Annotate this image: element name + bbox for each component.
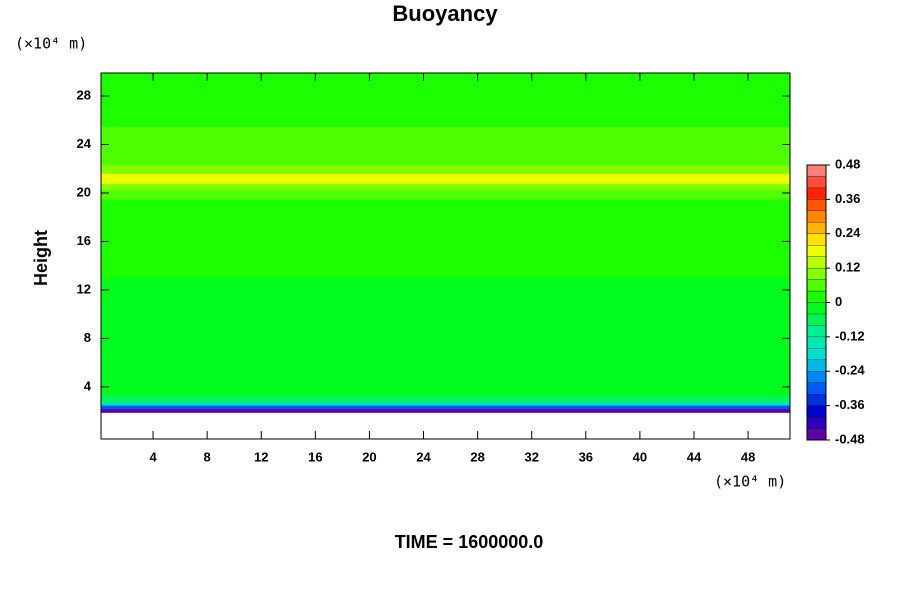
colorbar-step — [806, 405, 827, 418]
colorbar-step — [806, 348, 827, 360]
colorbar-tick-label: 0.36 — [835, 191, 860, 206]
colorbar-tick-label: -0.12 — [835, 328, 865, 343]
heat-band — [101, 199, 790, 279]
colorbar-step — [806, 176, 827, 189]
x-tick-label: 4 — [149, 449, 157, 464]
x-tick-label: 36 — [579, 449, 593, 464]
y-tick-label: 20 — [77, 184, 91, 199]
heat-band — [101, 183, 790, 190]
colorbar-step — [806, 164, 827, 177]
heat-band — [101, 73, 790, 127]
y-label: Height — [31, 230, 51, 286]
colorbar-tick-label: 0.48 — [835, 156, 860, 171]
y-tick-label: 16 — [77, 233, 91, 248]
heat-band — [101, 189, 790, 200]
colorbar-tick-label: 0 — [835, 294, 842, 309]
y-tick-label: 12 — [77, 281, 91, 296]
colorbar-tick-label: -0.36 — [835, 397, 865, 412]
colorbar-step — [806, 336, 827, 349]
colorbar-tick-label: 0.24 — [835, 225, 861, 240]
y-tick-label: 4 — [84, 378, 92, 393]
x-tick-label: 20 — [362, 449, 376, 464]
x-unit: (×10⁴ m) — [714, 473, 786, 491]
colorbar-step — [806, 394, 827, 406]
colorbar-step — [806, 371, 827, 383]
x-tick-label: 24 — [416, 449, 431, 464]
colorbar-step — [806, 222, 827, 234]
colorbar-step — [806, 245, 827, 257]
colorbar-step — [806, 267, 827, 280]
colorbar-step — [806, 313, 827, 326]
colorbar-step — [806, 382, 827, 395]
colorbar-step — [806, 302, 827, 315]
colorbar-step — [806, 359, 827, 372]
colorbar-step — [806, 199, 827, 211]
footer: TIME = 1600000.0 — [395, 532, 544, 552]
colorbar-step — [806, 187, 827, 200]
colorbar-step — [806, 428, 827, 441]
chart-title: Buoyancy — [392, 1, 498, 26]
heat-band — [101, 408, 790, 413]
x-tick-label: 16 — [308, 449, 322, 464]
colorbar-step — [806, 416, 827, 429]
x-tick-label: 44 — [687, 449, 702, 464]
colorbar-tick-label: 0.12 — [835, 260, 860, 275]
x-tick-label: 8 — [204, 449, 211, 464]
x-tick-label: 40 — [633, 449, 647, 464]
heat-band — [101, 165, 790, 175]
x-tick-label: 12 — [254, 449, 268, 464]
heat-band — [101, 126, 790, 158]
colorbar-step — [806, 279, 827, 292]
colorbar-step — [806, 256, 827, 269]
colorbar-step — [806, 325, 827, 338]
heat-band — [101, 156, 790, 166]
heat-band — [101, 344, 790, 396]
colorbar-step — [806, 290, 827, 303]
heat-band — [101, 277, 790, 345]
heat-band — [101, 401, 790, 406]
heat-band — [101, 405, 790, 410]
y-tick-label: 8 — [84, 330, 91, 345]
y-tick-label: 24 — [77, 136, 92, 151]
y-tick-label: 28 — [77, 87, 91, 102]
colorbar-step — [806, 210, 827, 223]
colorbar-tick-label: -0.24 — [835, 363, 865, 378]
x-tick-label: 48 — [741, 449, 755, 464]
colorbar-step — [806, 233, 827, 246]
x-tick-label: 32 — [524, 449, 538, 464]
heat-band — [101, 173, 790, 184]
y-unit: (×10⁴ m) — [15, 35, 87, 53]
x-tick-label: 28 — [470, 449, 484, 464]
heat-band — [101, 395, 790, 402]
plot-frame — [100, 72, 791, 440]
colorbar-tick-label: -0.48 — [835, 431, 865, 446]
